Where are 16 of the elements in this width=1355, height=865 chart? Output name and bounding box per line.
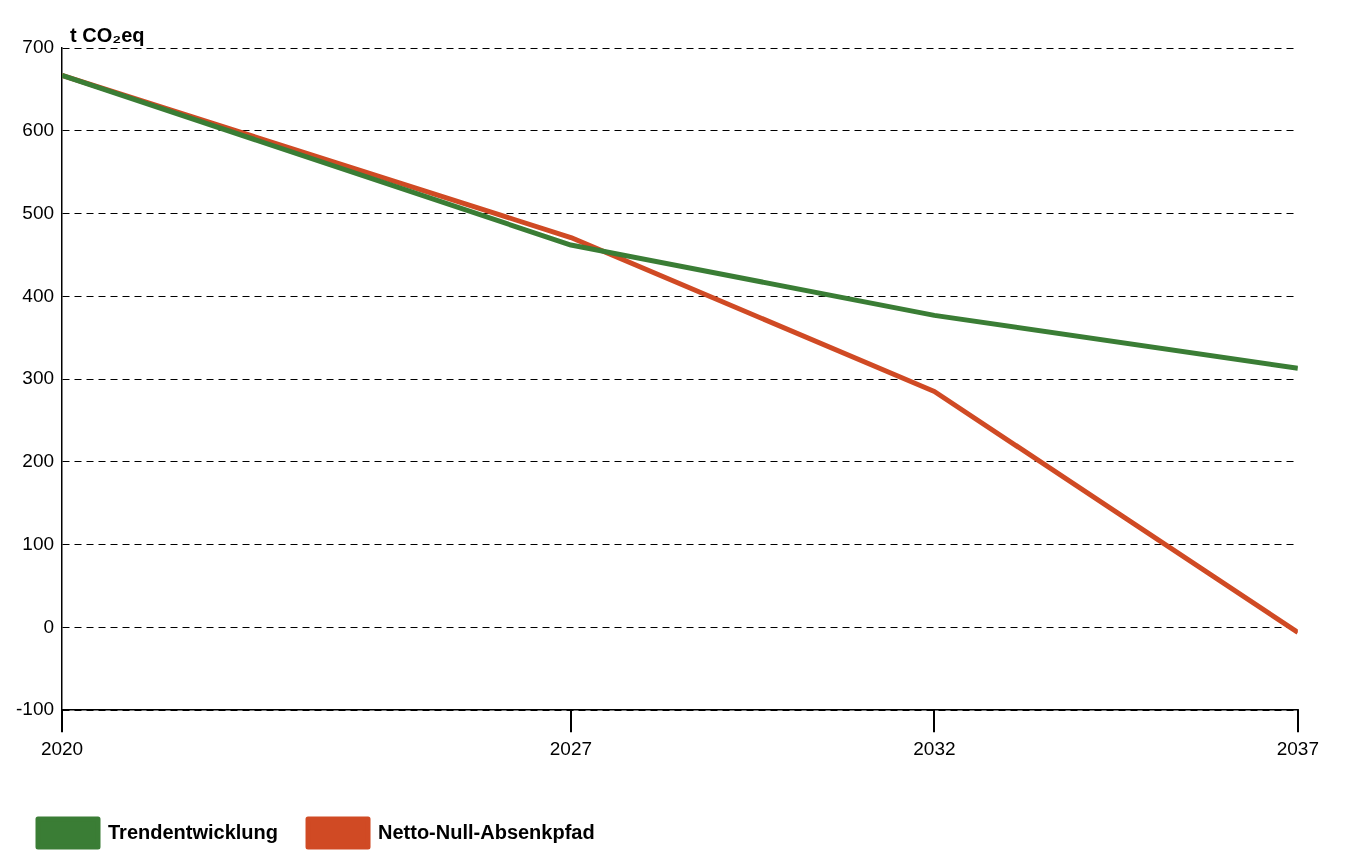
y-tick-label: 400 bbox=[22, 284, 55, 306]
y-tick-label: 100 bbox=[22, 532, 55, 554]
x-tick-label: 2027 bbox=[549, 737, 593, 759]
y-tick-label: 200 bbox=[22, 450, 55, 472]
y-axis-title: t CO₂eq bbox=[70, 23, 145, 46]
y-tick-label: 700 bbox=[22, 36, 55, 58]
y-tick-label: 600 bbox=[22, 119, 55, 141]
x-tick-label: 2032 bbox=[913, 737, 956, 759]
y-tick-label: 500 bbox=[22, 201, 55, 223]
x-tick-label: 2020 bbox=[40, 737, 84, 759]
y-tick-label: -100 bbox=[16, 698, 55, 720]
y-tick-label: 300 bbox=[22, 367, 55, 389]
x-tick-label: 2037 bbox=[1276, 737, 1320, 759]
legend-label: Trendentwicklung bbox=[108, 820, 279, 843]
legend-label: Netto-Null-Absenkpfad bbox=[378, 820, 595, 843]
y-tick-label: 0 bbox=[43, 615, 55, 637]
